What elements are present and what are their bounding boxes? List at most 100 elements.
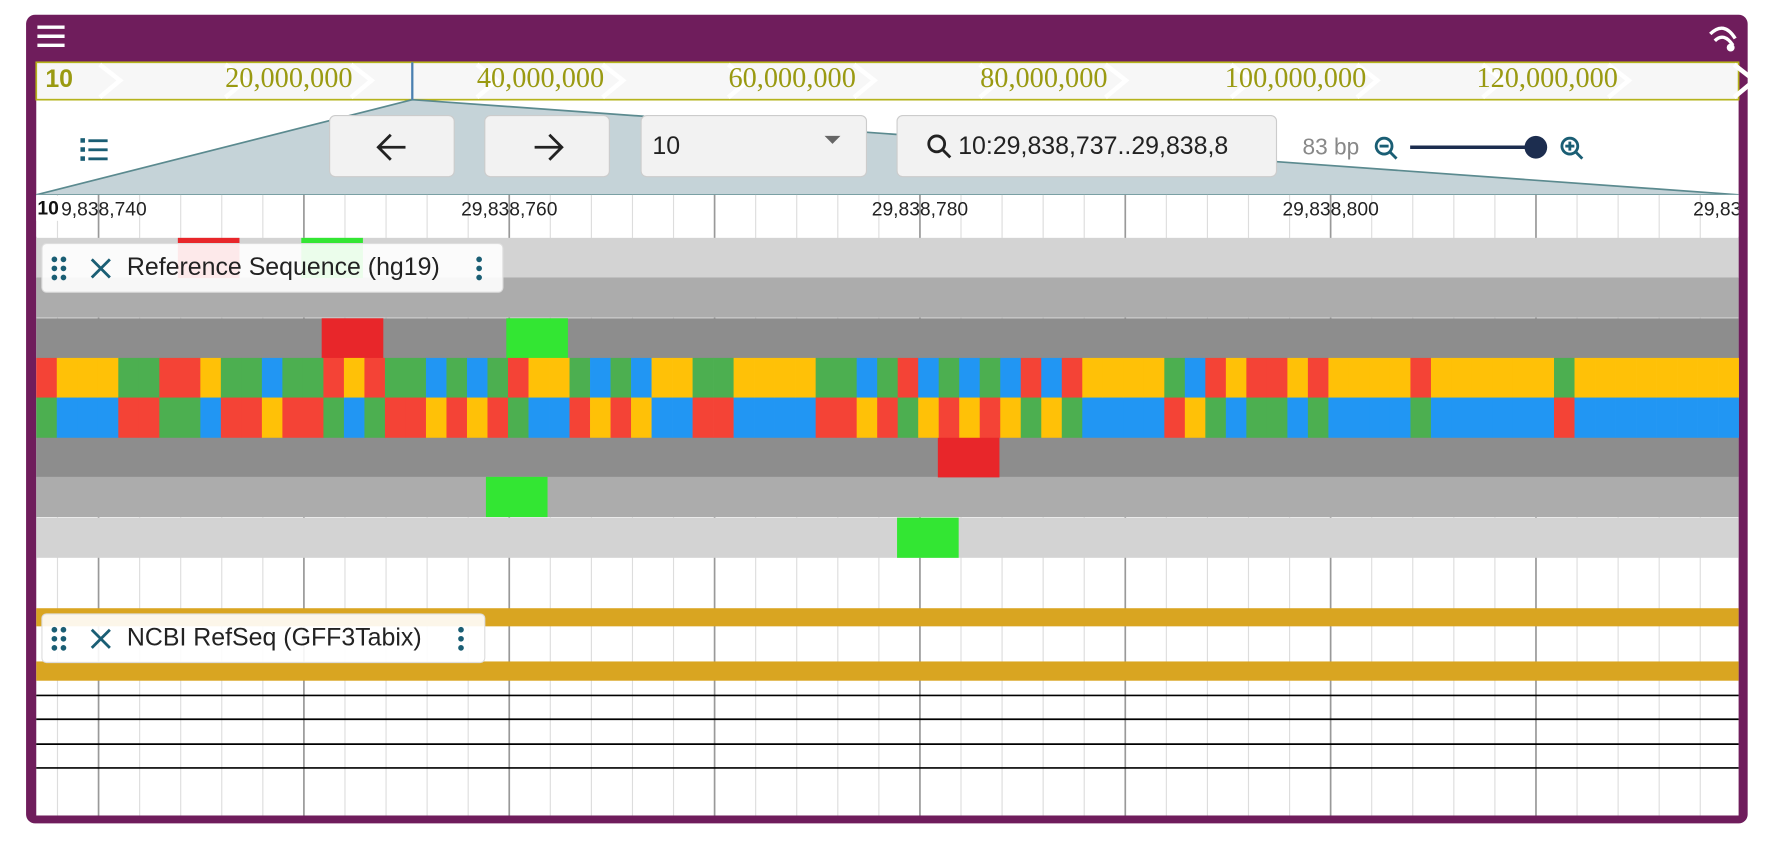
overview-tick-label: 80,000,000 bbox=[980, 63, 1107, 94]
chevron bbox=[1229, 62, 1256, 100]
base bbox=[1533, 357, 1555, 399]
base bbox=[261, 357, 283, 399]
location-input[interactable] bbox=[896, 114, 1278, 178]
zoom-level: 83 bp bbox=[1303, 133, 1360, 159]
base bbox=[1205, 357, 1227, 399]
base bbox=[1636, 397, 1657, 438]
codon bbox=[897, 517, 959, 558]
overview-tick-label: 120,000,000 bbox=[1476, 63, 1617, 94]
track-name: Reference Sequence (hg19) bbox=[127, 253, 440, 281]
frame-row bbox=[36, 517, 1739, 558]
base bbox=[672, 357, 693, 399]
base bbox=[138, 357, 160, 399]
base bbox=[1225, 357, 1247, 399]
base bbox=[343, 397, 365, 438]
base bbox=[1328, 397, 1350, 438]
base bbox=[507, 357, 529, 399]
frame-row bbox=[36, 318, 1739, 359]
base bbox=[897, 397, 919, 438]
base bbox=[836, 357, 858, 399]
region-select-value: 10 bbox=[652, 132, 680, 160]
frame-row bbox=[36, 476, 1739, 518]
base bbox=[1205, 397, 1227, 438]
overview-chromosome: 10 bbox=[45, 65, 73, 93]
base bbox=[528, 397, 550, 438]
ruler-labels: 29,838,740 29,838,760 29,838,780 29,838,800… bbox=[50, 200, 1738, 221]
base bbox=[446, 357, 468, 399]
chevron bbox=[1606, 62, 1633, 100]
base bbox=[1184, 357, 1206, 399]
base bbox=[1123, 357, 1145, 399]
base bbox=[138, 397, 160, 438]
track-selector[interactable] bbox=[80, 138, 108, 161]
base bbox=[1677, 357, 1698, 399]
share-icon[interactable] bbox=[1709, 26, 1737, 52]
track-label[interactable]: NCBI RefSeq (GFF3Tabix) bbox=[41, 613, 486, 664]
overview-tick-label: 20,000,000 bbox=[225, 63, 352, 94]
base bbox=[1410, 357, 1432, 399]
base bbox=[569, 357, 591, 399]
zoom-out[interactable] bbox=[1374, 136, 1398, 160]
chevron bbox=[852, 62, 879, 100]
base bbox=[1512, 357, 1534, 399]
base bbox=[836, 397, 858, 438]
back-arrow bbox=[376, 133, 406, 161]
base bbox=[179, 357, 201, 399]
base bbox=[528, 357, 550, 399]
base bbox=[1471, 357, 1493, 399]
base bbox=[97, 357, 119, 399]
chevron bbox=[98, 62, 124, 100]
base bbox=[118, 357, 140, 399]
track-name: NCBI RefSeq (GFF3Tabix) bbox=[127, 623, 422, 651]
base bbox=[1430, 397, 1452, 438]
track-label[interactable]: Reference Sequence (hg19) bbox=[41, 242, 504, 293]
base bbox=[1697, 397, 1719, 438]
base bbox=[1574, 357, 1596, 399]
base bbox=[1246, 357, 1268, 399]
base bbox=[774, 357, 796, 399]
base bbox=[159, 397, 181, 438]
base bbox=[877, 397, 899, 438]
base bbox=[1307, 397, 1329, 438]
base bbox=[1082, 357, 1104, 399]
base bbox=[1000, 357, 1022, 399]
base bbox=[241, 397, 263, 438]
base bbox=[1595, 397, 1616, 438]
region-select[interactable] bbox=[640, 114, 868, 178]
base bbox=[77, 357, 99, 399]
chevrons bbox=[98, 62, 1759, 100]
chevron bbox=[1481, 62, 1507, 100]
ruler-chromosome: 10 bbox=[37, 199, 58, 220]
base bbox=[610, 357, 632, 399]
overview-tick-label: 60,000,000 bbox=[729, 63, 856, 94]
base bbox=[1123, 397, 1145, 438]
codon bbox=[506, 318, 568, 359]
base bbox=[1061, 397, 1083, 438]
base bbox=[200, 397, 222, 438]
base bbox=[959, 357, 981, 399]
base bbox=[1471, 397, 1493, 438]
ruler-label: 29,838,780 bbox=[872, 200, 968, 221]
base bbox=[918, 357, 940, 399]
zoom-knob[interactable] bbox=[1524, 135, 1548, 159]
base bbox=[1348, 357, 1370, 399]
base bbox=[466, 357, 488, 399]
base bbox=[405, 397, 427, 438]
menu-icon[interactable] bbox=[37, 25, 65, 48]
base bbox=[1389, 397, 1411, 438]
base bbox=[733, 357, 755, 399]
base bbox=[1246, 397, 1268, 438]
base bbox=[1636, 357, 1657, 399]
base bbox=[1492, 357, 1514, 399]
base bbox=[1410, 397, 1432, 438]
base bbox=[1615, 357, 1637, 399]
zoom-in[interactable] bbox=[1560, 136, 1584, 160]
base bbox=[1369, 397, 1391, 438]
frame-row bbox=[36, 437, 1739, 478]
chevron bbox=[1104, 62, 1130, 100]
location-text: 10:29,838,737..29,838,8 bbox=[958, 132, 1228, 160]
base bbox=[343, 357, 365, 399]
base bbox=[323, 397, 345, 438]
chevron bbox=[601, 62, 627, 100]
